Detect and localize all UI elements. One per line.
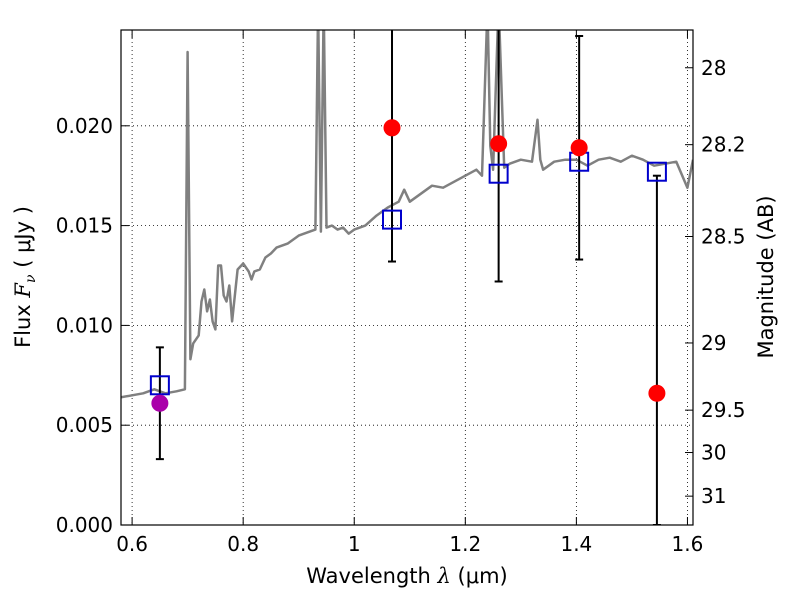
x-tick-label: 1.2 (449, 532, 481, 556)
observed-point (570, 139, 588, 157)
magnitude-axis: 28 28.2 28.5 29 29.5 30 31 (685, 56, 746, 508)
x-axis: 0.6 0.8 1 1.2 1.4 1.6 (116, 30, 703, 556)
y-tick-label: 0.010 (56, 313, 113, 337)
x-tick-label: 1.6 (672, 532, 704, 556)
magnitude-tick-label: 28.5 (701, 224, 746, 248)
x-tick-label: 1 (348, 532, 361, 556)
magnitude-tick-label: 28.2 (701, 133, 746, 157)
plot-background (121, 30, 693, 525)
magnitude-axis-label: Magnitude (AB) (754, 195, 778, 358)
magnitude-tick-label: 28 (701, 56, 726, 80)
y-tick-label: 0.020 (56, 114, 113, 138)
spectrum-line (121, 30, 693, 399)
x-tick-label: 0.8 (227, 532, 259, 556)
observed-point (648, 384, 666, 402)
magnitude-tick-label: 29.5 (701, 398, 746, 422)
observed-points-layer (151, 119, 666, 412)
y-axis: 0.000 0.005 0.010 0.015 0.020 (56, 114, 129, 537)
magnitude-tick-label: 29 (701, 331, 726, 355)
observed-point (151, 394, 169, 412)
y-tick-label: 0.000 (56, 513, 113, 537)
magnitude-tick-label: 31 (701, 484, 726, 508)
x-tick-label: 0.6 (116, 532, 148, 556)
observed-point (490, 135, 508, 153)
y-tick-label: 0.005 (56, 413, 113, 437)
x-axis-label: Wavelength λ (μm) (306, 564, 507, 588)
model-point (149, 375, 170, 396)
observed-point (383, 119, 401, 137)
x-tick-label: 1.4 (560, 532, 592, 556)
model-point (646, 161, 667, 182)
spectrum-layer (121, 30, 693, 399)
y-tick-label: 0.015 (56, 214, 113, 238)
y-axis-label: Flux Fν ( μJy ) (11, 206, 39, 348)
plot-frame (120, 29, 694, 526)
magnitude-tick-label: 30 (701, 441, 726, 465)
model-point (488, 163, 509, 184)
model-point (382, 209, 403, 230)
